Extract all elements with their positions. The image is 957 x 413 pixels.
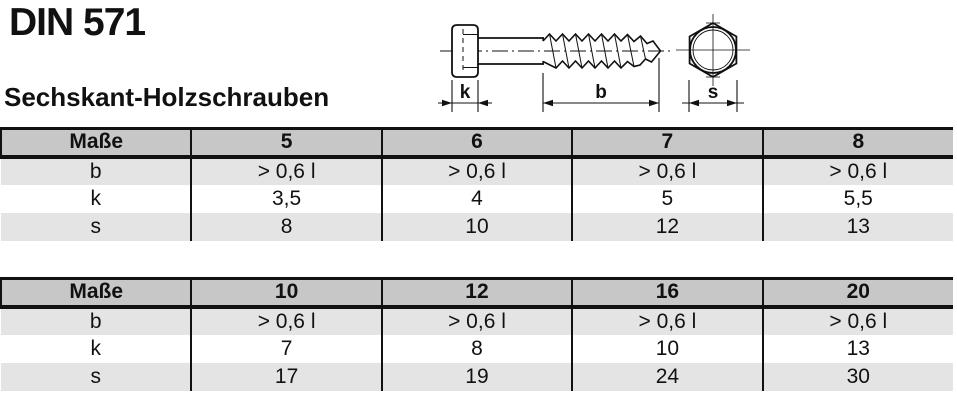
arrow-left xyxy=(543,99,553,107)
dimension-k: k xyxy=(438,80,492,112)
screw-head-side xyxy=(451,24,479,78)
arrow-right xyxy=(478,99,488,107)
table-row-b: b > 0,6 l > 0,6 l > 0,6 l > 0,6 l xyxy=(1,306,953,335)
arrow-right xyxy=(649,99,659,107)
value-cell: 10 xyxy=(571,334,763,363)
arrow-left xyxy=(689,99,699,107)
value-cell: 30 xyxy=(761,362,953,391)
value-cell: 10 xyxy=(380,212,573,241)
value-cell: 5 xyxy=(571,184,763,213)
dim-label-b: b xyxy=(595,82,607,103)
masse-header-cell: Maße xyxy=(0,127,192,159)
size-header-cell: 8 xyxy=(761,127,953,159)
value-cell: 13 xyxy=(761,212,953,241)
dim-label-cell: b xyxy=(1,156,192,185)
dim-label-cell: s xyxy=(1,212,192,241)
value-cell: 8 xyxy=(190,212,382,241)
screw-side-view xyxy=(440,24,671,78)
value-cell: 12 xyxy=(571,212,763,241)
dim-label-s: s xyxy=(708,82,719,103)
table-row-k: k 3,5 4 5 5,5 xyxy=(1,184,953,213)
page-title: DIN 571 xyxy=(9,1,146,44)
value-cell: > 0,6 l xyxy=(190,156,382,185)
size-header-cell: 6 xyxy=(380,127,573,159)
dim-label-cell: k xyxy=(90,186,101,210)
arrow-left xyxy=(442,99,452,107)
screw-head-front-view xyxy=(676,14,750,86)
value-cell: 19 xyxy=(380,362,573,391)
value-cell: 24 xyxy=(571,362,763,391)
dimension-b: b xyxy=(542,58,660,112)
thread-helix-lines xyxy=(549,33,646,69)
table-row-s: s 8 10 12 13 xyxy=(1,212,953,241)
dim-label-cell: k xyxy=(90,336,101,360)
dimension-table-sizes-5-8: Maße 5 6 7 8 b > 0,6 l > 0,6 l > 0,6 l >… xyxy=(0,127,953,241)
table-header-row: Maße 10 12 16 20 xyxy=(0,277,953,309)
dim-label-cell: s xyxy=(1,362,192,391)
table-row-b: b > 0,6 l > 0,6 l > 0,6 l > 0,6 l xyxy=(1,156,953,185)
table-header-row: Maße 5 6 7 8 xyxy=(0,127,953,159)
inscribed-circle xyxy=(689,26,737,74)
washer-face-circle xyxy=(692,29,734,71)
size-header-cell: 20 xyxy=(761,277,953,309)
size-header-cell: 12 xyxy=(380,277,573,309)
value-cell: 3,5 xyxy=(190,184,382,213)
value-cell: 4 xyxy=(380,184,573,213)
size-header-cell: 5 xyxy=(190,127,382,159)
screw-technical-drawing: k b s xyxy=(438,14,750,112)
value-cell: > 0,6 l xyxy=(761,306,953,335)
value-cell: 13 xyxy=(761,334,953,363)
hexagon-outline xyxy=(688,21,738,79)
value-cell: > 0,6 l xyxy=(190,306,382,335)
size-header-cell: 7 xyxy=(571,127,763,159)
page-subtitle: Sechskant-Holzschrauben xyxy=(4,82,330,112)
value-cell: 5,5 xyxy=(761,184,953,213)
value-cell: > 0,6 l xyxy=(380,306,573,335)
value-cell: 7 xyxy=(190,334,382,363)
dim-label-cell: b xyxy=(1,306,192,335)
thread-bottom-profile xyxy=(542,50,662,70)
dim-label-k: k xyxy=(460,82,471,103)
table-row-k: k 7 8 10 13 xyxy=(1,334,953,363)
dimension-s: s xyxy=(682,80,744,112)
value-cell: > 0,6 l xyxy=(571,156,763,185)
value-cell: 17 xyxy=(190,362,382,391)
value-cell: 8 xyxy=(380,334,573,363)
value-cell: > 0,6 l xyxy=(380,156,573,185)
size-header-cell: 16 xyxy=(571,277,763,309)
value-cell: > 0,6 l xyxy=(761,156,953,185)
size-header-cell: 10 xyxy=(190,277,382,309)
value-cell: > 0,6 l xyxy=(571,306,763,335)
table-row-s: s 17 19 24 30 xyxy=(1,362,953,391)
masse-header-cell: Maße xyxy=(0,277,192,309)
arrow-right xyxy=(727,99,737,107)
dimension-table-sizes-10-20: Maße 10 12 16 20 b > 0,6 l > 0,6 l > 0,6… xyxy=(0,277,953,391)
